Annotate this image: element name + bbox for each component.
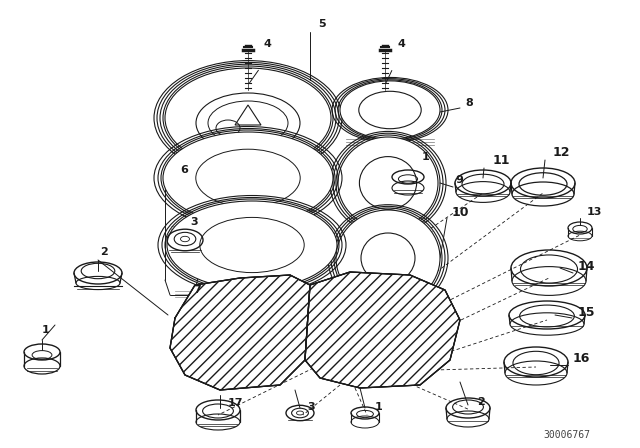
Ellipse shape [163,132,333,224]
Text: 16: 16 [573,352,590,365]
Text: 2: 2 [477,397,484,407]
Text: 13: 13 [587,207,602,217]
Polygon shape [170,275,310,390]
Text: 5: 5 [318,19,326,29]
Text: 4: 4 [263,39,271,49]
Text: 3: 3 [307,402,315,412]
Text: 2: 2 [100,247,108,257]
Polygon shape [305,272,460,388]
Ellipse shape [167,201,337,289]
Ellipse shape [340,81,440,139]
Text: 8: 8 [465,98,473,108]
Text: 14: 14 [578,260,595,273]
Text: 12: 12 [553,146,570,159]
Text: 9: 9 [455,175,463,185]
Text: 3: 3 [190,217,198,227]
Ellipse shape [338,137,438,229]
Text: 30006767: 30006767 [543,430,590,440]
Text: 1: 1 [375,402,383,412]
Text: 7: 7 [193,285,201,295]
Text: 1: 1 [42,325,50,335]
Ellipse shape [165,68,331,168]
Text: 15: 15 [578,306,595,319]
Text: 17: 17 [228,398,243,408]
Text: 1: 1 [422,152,429,162]
Text: 11: 11 [493,154,511,167]
Ellipse shape [336,210,440,306]
Text: 4: 4 [397,39,405,49]
Text: 10: 10 [452,206,470,219]
Text: 6: 6 [180,165,188,175]
